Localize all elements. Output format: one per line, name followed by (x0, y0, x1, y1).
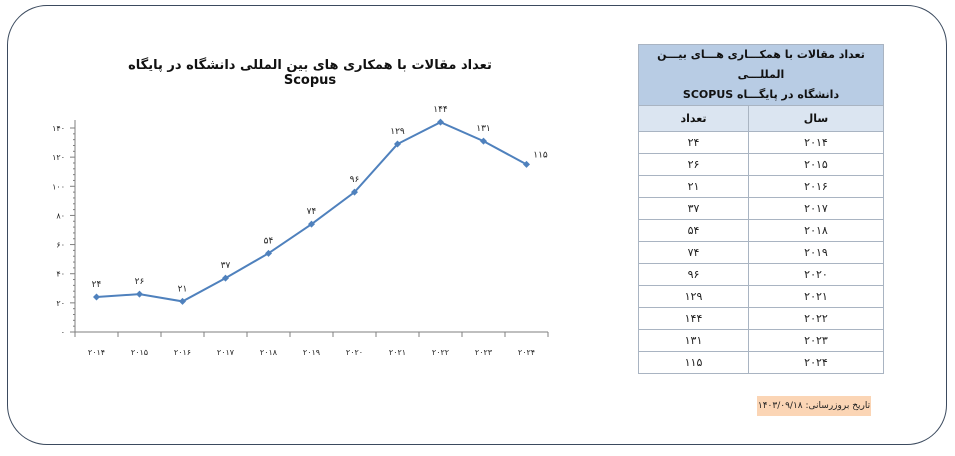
chart-title: تعداد مقالات با همکاری های بین المللی دا… (128, 58, 492, 88)
count-cell: ۵۴ (638, 219, 749, 242)
data-point-marker (394, 140, 401, 148)
count-cell: ۱۲۹ (638, 285, 749, 308)
data-point-marker (523, 160, 530, 168)
table-row: ۲۰۱۵ ۲۶ (638, 153, 884, 176)
y-tick-label: ۲۰ (56, 299, 65, 308)
update-date-label: تاریخ بروزرسانی: ۱۴۰۳/۰۹/۱۸ (757, 396, 871, 416)
table-row: ۲۰۲۴ ۱۱۵ (638, 351, 884, 374)
table-title: تعداد مقالات با همکـــاری هـــای بیـــن … (638, 44, 884, 106)
x-tick-label: ۲۰۱۴ (88, 348, 105, 357)
count-cell: ۲۶ (638, 153, 749, 176)
year-cell: ۲۰۱۸ (748, 219, 884, 242)
table-row: ۲۰۲۰ ۹۶ (638, 263, 884, 286)
table-row: ۲۰۱۸ ۵۴ (638, 219, 884, 242)
y-tick-label: ۰ (61, 328, 65, 337)
data-point-marker (480, 137, 487, 145)
data-table: تعداد مقالات با همکـــاری هـــای بیـــن … (638, 44, 884, 374)
count-cell: ۱۴۴ (638, 307, 749, 330)
y-tick-label: ۸۰ (56, 211, 65, 220)
data-label: ۲۶ (135, 277, 145, 287)
year-cell: ۲۰۲۱ (748, 285, 884, 308)
y-tick-label: ۶۰ (56, 241, 65, 250)
data-label: ۱۱۵ (533, 150, 548, 160)
table-row: ۲۰۱۹ ۷۴ (638, 241, 884, 264)
line-chart: ۰ ۲۰ ۴۰ ۶۰ ۸۰ ۱۰۰ ۱۲۰ ۱۴۰ ۲۰۱۴ ۲۰۱۵ ۲۰۱۶ ۲۰۱۷ ۲۰۱۸ ۲۰… (52, 105, 549, 357)
data-label: ۵۴ (264, 236, 274, 246)
year-cell: ۲۰۲۳ (748, 329, 884, 352)
data-label: ۲۴ (92, 280, 102, 290)
panel-frame (7, 5, 947, 445)
count-cell: ۱۱۵ (638, 351, 749, 374)
year-cell: ۲۰۲۲ (748, 307, 884, 330)
data-label: ۱۲۹ (390, 127, 405, 137)
y-tick-label: ۱۲۰ (52, 153, 65, 162)
count-cell: ۲۴ (638, 131, 749, 154)
data-point-marker (222, 274, 229, 282)
y-tick-label: ۱۴۰ (52, 124, 65, 133)
year-cell: ۲۰۱۶ (748, 175, 884, 198)
x-tick-label: ۲۰۱۸ (260, 348, 278, 357)
x-tick-label: ۲۰۲۱ (389, 348, 406, 357)
count-cell: ۱۳۱ (638, 329, 749, 352)
data-point-marker (93, 293, 100, 301)
table-row: ۲۰۲۱ ۱۲۹ (638, 285, 884, 308)
data-point-marker (179, 297, 186, 305)
count-header: تعداد (638, 105, 749, 132)
x-tick-label: ۲۰۲۳ (475, 348, 493, 357)
table-row: ۲۰۱۷ ۳۷ (638, 197, 884, 220)
count-cell: ۹۶ (638, 263, 749, 286)
data-point-marker (308, 220, 315, 228)
data-label: ۳۷ (221, 261, 231, 271)
year-cell: ۲۰۱۵ (748, 153, 884, 176)
data-point-marker (265, 249, 272, 257)
data-label: ۲۱ (178, 284, 188, 294)
data-point-marker (136, 290, 143, 298)
x-tick-label: ۲۰۲۴ (518, 348, 535, 357)
data-label: ۷۴ (307, 207, 317, 217)
table-row: ۲۰۱۴ ۲۴ (638, 131, 884, 154)
table-row: ۲۰۲۲ ۱۴۴ (638, 307, 884, 330)
x-tick-label: ۲۰۱۷ (217, 348, 235, 357)
data-label: ۱۴۴ (433, 105, 448, 115)
x-tick-label: ۲۰۱۹ (303, 348, 320, 357)
count-cell: ۳۷ (638, 197, 749, 220)
count-cell: ۷۴ (638, 241, 749, 264)
year-cell: ۲۰۱۷ (748, 197, 884, 220)
table-row: ۲۰۱۶ ۲۱ (638, 175, 884, 198)
data-point-marker (351, 188, 358, 196)
table-row: ۲۰۲۳ ۱۳۱ (638, 329, 884, 352)
table-title-line1: تعداد مقالات با همکـــاری هـــای بیـــن … (657, 48, 865, 81)
y-tick-label: ۴۰ (56, 270, 65, 279)
x-tick-label: ۲۰۱۵ (131, 348, 148, 357)
x-tick-label: ۲۰۱۶ (174, 348, 191, 357)
data-label: ۹۶ (350, 175, 360, 185)
year-cell: ۲۰۱۴ (748, 131, 884, 154)
year-header: سال (748, 105, 884, 132)
data-point-marker (437, 118, 444, 126)
year-cell: ۲۰۲۴ (748, 351, 884, 374)
year-cell: ۲۰۲۰ (748, 263, 884, 286)
y-tick-label: ۱۰۰ (52, 182, 65, 191)
count-cell: ۲۱ (638, 175, 749, 198)
data-label: ۱۳۱ (476, 124, 491, 134)
table-title-line2: دانشگاه در پایگـــاه SCOPUS (682, 88, 840, 101)
x-tick-label: ۲۰۲۲ (432, 348, 449, 357)
x-tick-label: ۲۰۲۰ (346, 348, 363, 357)
year-cell: ۲۰۱۹ (748, 241, 884, 264)
